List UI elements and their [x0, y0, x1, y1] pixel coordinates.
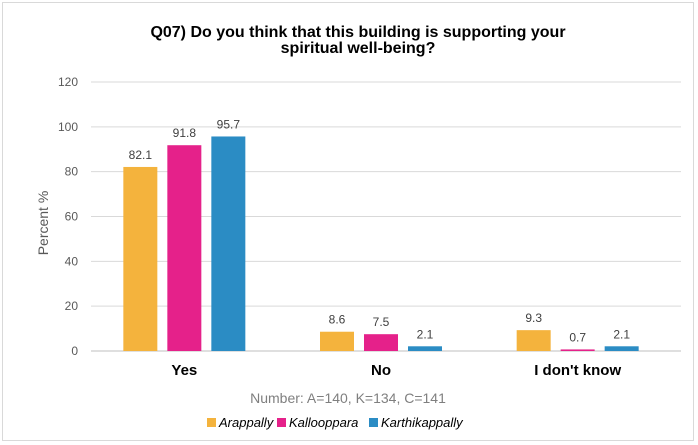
legend-swatch-arappally — [207, 418, 216, 427]
bar-arappally-0 — [123, 166, 158, 351]
bar-kallooppara-1 — [364, 334, 398, 351]
legend-label-kallooppara: Kallooppara — [289, 415, 358, 430]
legend-swatch-karthikappally — [369, 418, 378, 427]
y-tick-label: 20 — [65, 299, 79, 313]
y-tick-label: 60 — [65, 210, 79, 224]
category-label: I don't know — [534, 362, 621, 379]
legend: Arappally Kallooppara Karthikappally — [207, 415, 464, 430]
data-label: 9.3 — [525, 311, 542, 325]
chart-frame: Q07) Do you think that this building is … — [2, 2, 694, 441]
bar-chart: Q07) Do you think that this building is … — [35, 24, 681, 430]
legend-swatch-kallooppara — [277, 418, 286, 427]
y-tick-label: 0 — [71, 344, 78, 358]
legend-label-karthikappally: Karthikappally — [381, 415, 464, 430]
bar-karthikappally-1 — [408, 346, 442, 351]
y-axis-label: Percent % — [35, 191, 51, 256]
bars — [123, 136, 639, 351]
chart-title-line-1: Q07) Do you think that this building is … — [150, 24, 565, 41]
y-tick-label: 120 — [58, 75, 78, 89]
bar-kallooppara-0 — [167, 145, 202, 351]
bar-karthikappally-0 — [211, 136, 246, 351]
bar-kallooppara-2 — [560, 349, 595, 351]
data-label: 91.8 — [173, 126, 197, 140]
y-axis-ticks: 0 20 40 60 80 100 120 — [58, 75, 78, 358]
y-tick-label: 40 — [65, 254, 79, 268]
data-label: 8.6 — [329, 313, 346, 327]
legend-label-arappally: Arappally — [218, 415, 275, 430]
data-label: 0.7 — [569, 330, 586, 344]
bar-arappally-2 — [516, 330, 551, 351]
category-label: No — [371, 362, 391, 379]
data-labels: 82.1 91.8 95.7 8.6 7.5 2.1 9.3 0.7 2.1 — [129, 117, 631, 344]
data-label: 2.1 — [613, 327, 630, 341]
bar-karthikappally-2 — [604, 346, 639, 351]
category-label: Yes — [171, 362, 197, 379]
y-tick-label: 80 — [65, 165, 79, 179]
chart-title-line-2: spiritual well-being? — [281, 40, 436, 57]
data-label: 7.5 — [373, 315, 390, 329]
bar-arappally-1 — [320, 331, 354, 351]
data-label: 2.1 — [417, 327, 434, 341]
category-labels: Yes No I don't know — [171, 362, 621, 379]
sample-size-note: Number: A=140, K=134, C=141 — [250, 390, 446, 406]
data-label: 82.1 — [129, 148, 153, 162]
data-label: 95.7 — [217, 117, 241, 131]
y-tick-label: 100 — [58, 120, 78, 134]
